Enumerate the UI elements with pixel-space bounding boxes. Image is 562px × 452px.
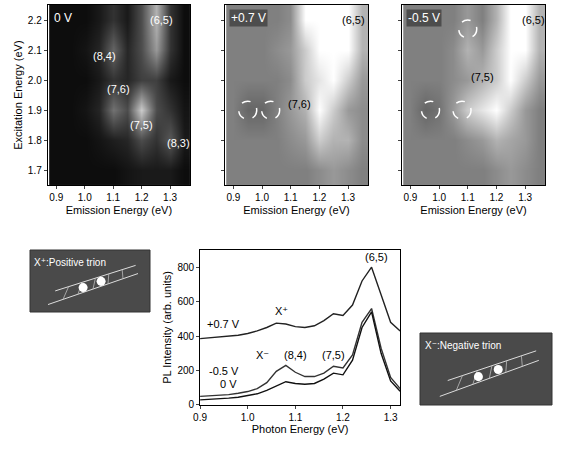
svg-text:1.7: 1.7 <box>28 165 42 176</box>
svg-text:0 V: 0 V <box>220 378 237 390</box>
svg-text:Emission Energy (eV): Emission Energy (eV) <box>66 204 172 216</box>
svg-text:Excitation Energy (eV): Excitation Energy (eV) <box>12 40 24 149</box>
svg-text:1.3: 1.3 <box>341 192 355 203</box>
svg-text:(6,5): (6,5) <box>150 14 173 26</box>
svg-text:X⁻:Negative trion: X⁻:Negative trion <box>425 340 501 351</box>
svg-text:400: 400 <box>177 331 194 342</box>
svg-text:(6,5): (6,5) <box>365 251 388 263</box>
svg-text:PL Intensity (arb. units): PL Intensity (arb. units) <box>161 271 173 384</box>
svg-text:(7,6): (7,6) <box>288 98 311 110</box>
svg-text:(8,4): (8,4) <box>284 349 307 361</box>
svg-text:-0.5 V: -0.5 V <box>408 11 440 25</box>
svg-text:(8,4): (8,4) <box>93 50 116 62</box>
svg-text:800: 800 <box>177 262 194 273</box>
svg-text:+0.7 V: +0.7 V <box>207 318 240 330</box>
svg-text:1.1: 1.1 <box>288 412 302 423</box>
svg-text:+0.7 V: +0.7 V <box>231 11 266 25</box>
svg-text:600: 600 <box>177 296 194 307</box>
svg-text:1.2: 1.2 <box>312 192 326 203</box>
svg-text:(6,5): (6,5) <box>522 14 545 26</box>
svg-text:(7,5): (7,5) <box>130 119 153 131</box>
svg-text:(7,6): (7,6) <box>107 83 130 95</box>
svg-text:0: 0 <box>189 399 195 410</box>
svg-text:(7,5): (7,5) <box>322 349 345 361</box>
svg-text:1.8: 1.8 <box>28 135 42 146</box>
svg-text:1.3: 1.3 <box>384 412 398 423</box>
svg-text:X⁺: X⁺ <box>275 305 288 317</box>
svg-text:0.9: 0.9 <box>49 192 63 203</box>
svg-text:1.1: 1.1 <box>284 192 298 203</box>
svg-text:1.2: 1.2 <box>489 192 503 203</box>
svg-text:(6,5): (6,5) <box>342 14 365 26</box>
svg-text:1.3: 1.3 <box>518 192 532 203</box>
svg-text:Emission Energy (eV): Emission Energy (eV) <box>420 204 526 216</box>
svg-text:1.0: 1.0 <box>241 412 255 423</box>
svg-text:1.0: 1.0 <box>78 192 92 203</box>
svg-text:1.0: 1.0 <box>432 192 446 203</box>
svg-text:-0.5 V: -0.5 V <box>209 365 239 377</box>
svg-text:Emission Energy (eV): Emission Energy (eV) <box>243 204 349 216</box>
svg-text:1.1: 1.1 <box>461 192 475 203</box>
svg-text:2.2: 2.2 <box>28 15 42 26</box>
svg-text:1.1: 1.1 <box>106 192 120 203</box>
svg-text:1.2: 1.2 <box>135 192 149 203</box>
svg-text:200: 200 <box>177 365 194 376</box>
svg-text:Photon Energy (eV): Photon Energy (eV) <box>252 423 349 435</box>
svg-text:0.9: 0.9 <box>193 412 207 423</box>
svg-text:1.9: 1.9 <box>28 105 42 116</box>
svg-text:X⁺:Positive trion: X⁺:Positive trion <box>34 257 106 268</box>
svg-text:(8,3): (8,3) <box>167 137 190 149</box>
svg-text:0 V: 0 V <box>54 11 72 25</box>
svg-text:2.0: 2.0 <box>28 75 42 86</box>
svg-text:(7,5): (7,5) <box>471 71 494 83</box>
svg-text:0.9: 0.9 <box>403 192 417 203</box>
svg-text:X⁻: X⁻ <box>256 349 269 361</box>
svg-text:1.0: 1.0 <box>255 192 269 203</box>
svg-text:1.3: 1.3 <box>163 192 177 203</box>
svg-text:0.9: 0.9 <box>226 192 240 203</box>
svg-text:1.2: 1.2 <box>336 412 350 423</box>
svg-text:2.1: 2.1 <box>28 45 42 56</box>
